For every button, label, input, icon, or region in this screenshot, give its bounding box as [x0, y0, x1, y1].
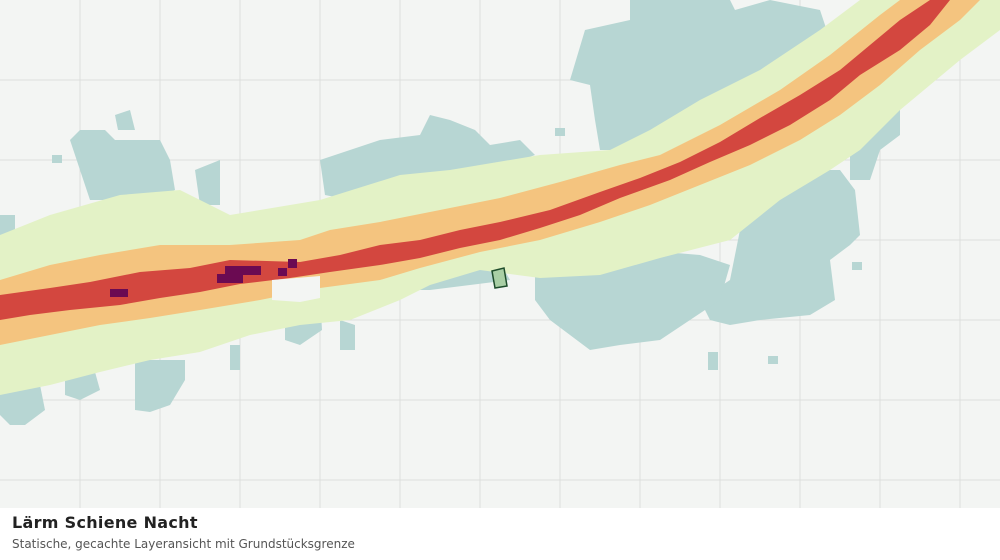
noise-zone-very-high [0, 0, 950, 320]
gap [272, 276, 320, 302]
parcel-boundary[interactable] [491, 267, 508, 289]
map-subtitle: Statische, gecachte Layeransicht mit Gru… [12, 537, 355, 551]
map-title: Lärm Schiene Nacht [12, 513, 198, 532]
noise-zone-extreme [110, 259, 297, 297]
map [0, 0, 1000, 508]
noise-zone-high [0, 0, 980, 345]
